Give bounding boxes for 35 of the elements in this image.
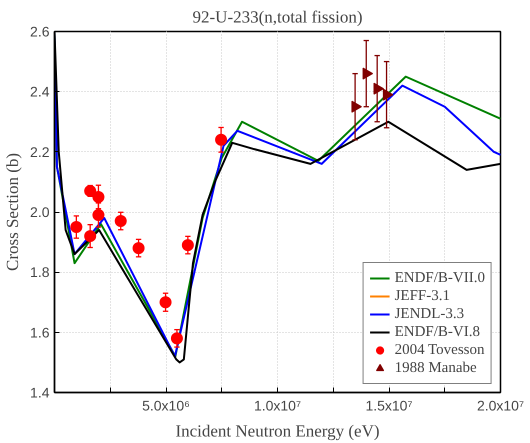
y-tick-label: 2.6 xyxy=(30,24,50,40)
point xyxy=(114,215,127,228)
chart-title: 92-U-233(n,total fission) xyxy=(192,8,362,26)
point xyxy=(170,332,183,344)
legend-label: ENDF/B-VII.0 xyxy=(394,269,485,287)
point xyxy=(351,100,362,113)
y-tick-label: 1.4 xyxy=(30,384,50,400)
point xyxy=(84,230,96,242)
point xyxy=(92,190,104,203)
legend-label: JENDL-3.3 xyxy=(394,305,464,323)
point xyxy=(160,296,172,308)
y-tick-label: 1.8 xyxy=(30,264,50,280)
point xyxy=(382,88,394,101)
point xyxy=(132,242,145,254)
point xyxy=(215,134,228,146)
point xyxy=(70,221,82,234)
y-tick-label: 2.2 xyxy=(30,144,50,160)
x-tick-label: 2.0x10⁷ xyxy=(476,398,524,414)
point xyxy=(92,209,104,221)
y-axis-title: Cross Section (b) xyxy=(3,152,22,272)
point xyxy=(182,239,194,252)
y-tick-label: 2.4 xyxy=(30,84,50,100)
legend-label: ENDF/B-VI.8 xyxy=(394,323,480,341)
x-tick-label: 1.5x10⁷ xyxy=(365,398,413,414)
y-tick-label: 1.6 xyxy=(30,324,50,340)
legend-label: 1988 Manabe xyxy=(394,359,477,377)
point xyxy=(362,68,374,80)
x-tick-label: 5.0x10⁶ xyxy=(142,398,190,414)
x-tick-label: 1.0x10⁷ xyxy=(254,398,302,414)
x-axis-title: Incident Neutron Energy (eV) xyxy=(175,422,380,440)
point xyxy=(84,184,96,197)
y-tick-label: 2.0 xyxy=(30,204,50,220)
legend-label: 2004 Tovesson xyxy=(394,341,485,359)
legend-label: JEFF-3.1 xyxy=(394,287,450,305)
point xyxy=(374,82,384,95)
